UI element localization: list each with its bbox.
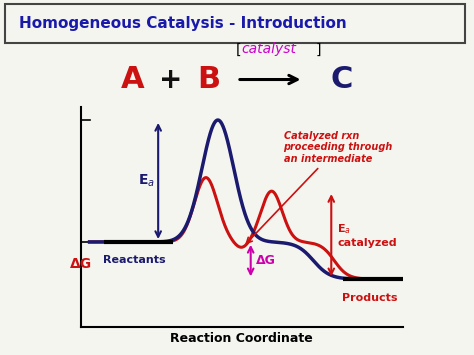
- Text: ΔG: ΔG: [70, 257, 92, 271]
- Text: +: +: [159, 66, 182, 93]
- X-axis label: Reaction Coordinate: Reaction Coordinate: [170, 332, 313, 345]
- Text: ]: ]: [315, 42, 321, 56]
- Text: catalyst: catalyst: [242, 42, 297, 56]
- Text: Reactants: Reactants: [103, 256, 165, 266]
- Text: Catalyzed rxn
proceeding through
an intermediate: Catalyzed rxn proceeding through an inte…: [246, 131, 393, 243]
- Text: A: A: [121, 65, 145, 94]
- Text: E$_a$: E$_a$: [138, 173, 155, 189]
- Text: B: B: [197, 65, 220, 94]
- Text: E$_a$
catalyzed: E$_a$ catalyzed: [337, 223, 397, 248]
- Text: [: [: [236, 42, 242, 56]
- Text: Homogeneous Catalysis - Introduction: Homogeneous Catalysis - Introduction: [18, 16, 346, 31]
- Text: Products: Products: [342, 293, 398, 303]
- Text: C: C: [330, 65, 353, 94]
- Text: ΔG: ΔG: [256, 254, 276, 267]
